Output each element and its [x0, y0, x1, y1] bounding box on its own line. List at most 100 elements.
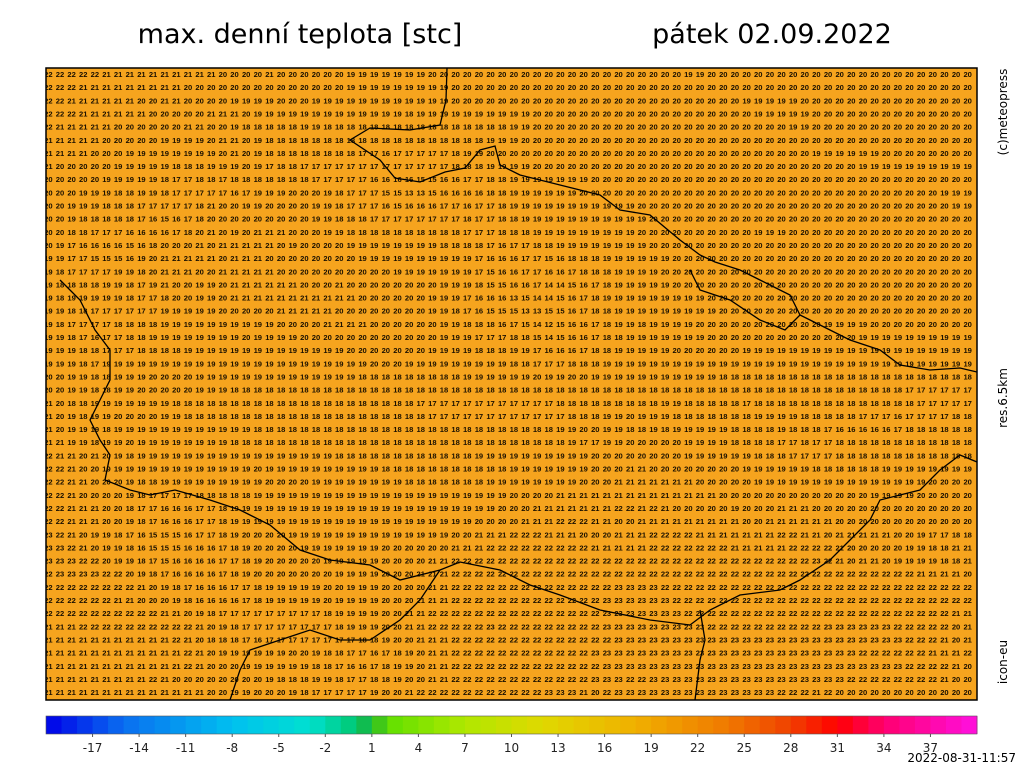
- grid-value: 16: [870, 425, 878, 434]
- grid-value: 22: [451, 662, 459, 671]
- grid-value: 22: [696, 570, 704, 579]
- grid-value: 20: [905, 83, 913, 92]
- grid-value: 19: [44, 320, 52, 329]
- grid-value: 18: [731, 372, 739, 381]
- grid-value: 20: [579, 188, 587, 197]
- grid-value: 19: [789, 96, 797, 105]
- grid-value: 19: [277, 359, 285, 368]
- grid-value: 23: [894, 635, 902, 644]
- grid-value: 20: [195, 96, 203, 105]
- grid-value: 22: [126, 622, 134, 631]
- grid-value: 18: [207, 399, 215, 408]
- grid-value: 16: [207, 543, 215, 552]
- grid-value: 19: [417, 254, 425, 263]
- grid-value: 19: [510, 465, 518, 474]
- grid-value: 17: [277, 609, 285, 618]
- map-background: [46, 68, 977, 700]
- grid-value: 17: [393, 215, 401, 224]
- grid-value: 18: [603, 399, 611, 408]
- colorbar-segment: [682, 716, 699, 734]
- grid-value: 20: [195, 109, 203, 118]
- grid-value: 19: [195, 346, 203, 355]
- grid-value: 20: [894, 175, 902, 184]
- grid-value: 19: [568, 478, 576, 487]
- colorbar-segment: [464, 716, 481, 734]
- grid-value: 23: [882, 622, 890, 631]
- grid-value: 20: [940, 491, 948, 500]
- grid-value: 18: [917, 451, 925, 460]
- grid-value: 18: [347, 425, 355, 434]
- grid-value: 18: [300, 412, 308, 421]
- grid-value: 21: [835, 557, 844, 566]
- grid-value: 20: [463, 530, 471, 539]
- grid-value: 20: [719, 228, 727, 237]
- grid-value: 20: [56, 372, 64, 381]
- grid-value: 18: [940, 425, 948, 434]
- grid-value: 17: [486, 202, 494, 211]
- grid-value: 19: [789, 478, 797, 487]
- grid-value: 20: [649, 175, 657, 184]
- grid-value: 17: [486, 333, 494, 342]
- grid-value: 17: [824, 451, 832, 460]
- grid-value: 19: [451, 333, 459, 342]
- grid-value: 20: [673, 280, 681, 289]
- grid-value: 23: [614, 583, 622, 592]
- grid-value: 19: [300, 346, 308, 355]
- grid-value: 22: [905, 583, 913, 592]
- grid-value: 20: [847, 294, 855, 303]
- grid-value: 20: [265, 202, 273, 211]
- grid-value: 19: [160, 465, 168, 474]
- grid-value: 19: [801, 465, 809, 474]
- grid-value: 20: [777, 162, 785, 171]
- grid-value: 17: [277, 622, 285, 631]
- grid-value: 20: [603, 478, 611, 487]
- grid-value: 22: [673, 583, 681, 592]
- grid-value: 21: [754, 530, 763, 539]
- grid-value: 18: [649, 399, 657, 408]
- grid-value: 17: [929, 412, 937, 421]
- grid-value: 21: [184, 267, 193, 276]
- grid-value: 18: [300, 438, 308, 447]
- grid-value: 18: [626, 425, 634, 434]
- grid-value: 19: [638, 254, 646, 263]
- grid-value: 17: [67, 254, 75, 263]
- colorbar-segment: [558, 716, 575, 734]
- grid-value: 22: [67, 583, 75, 592]
- grid-value: 18: [91, 438, 99, 447]
- grid-value: 18: [242, 438, 250, 447]
- grid-value: 22: [440, 609, 448, 618]
- grid-value: 20: [894, 136, 902, 145]
- grid-value: 21: [940, 635, 949, 644]
- grid-value: 20: [929, 320, 937, 329]
- grid-value: 19: [323, 346, 331, 355]
- grid-value: 17: [510, 412, 518, 421]
- grid-value: 22: [742, 570, 750, 579]
- grid-value: 19: [521, 123, 529, 132]
- grid-value: 19: [405, 241, 413, 250]
- grid-value: 20: [917, 307, 925, 316]
- grid-value: 21: [859, 557, 868, 566]
- grid-value: 21: [219, 136, 228, 145]
- grid-value: 22: [649, 570, 657, 579]
- grid-value: 19: [44, 359, 52, 368]
- grid-value: 20: [707, 504, 715, 513]
- grid-value: 22: [44, 70, 52, 79]
- grid-value: 22: [510, 557, 518, 566]
- grid-value: 18: [370, 438, 378, 447]
- grid-value: 19: [801, 346, 809, 355]
- grid-value: 22: [451, 688, 459, 697]
- grid-value: 19: [207, 346, 215, 355]
- grid-value: 20: [603, 109, 611, 118]
- grid-value: 19: [405, 530, 413, 539]
- grid-value: 18: [882, 451, 890, 460]
- grid-value: 19: [207, 307, 215, 316]
- grid-value: 19: [545, 451, 553, 460]
- grid-value: 18: [67, 333, 75, 342]
- grid-value: 19: [545, 465, 553, 474]
- grid-value: 21: [428, 596, 437, 605]
- grid-value: 23: [626, 609, 634, 618]
- grid-value: 13: [521, 307, 529, 316]
- grid-value: 21: [67, 465, 76, 474]
- colorbar-segment: [728, 716, 745, 734]
- grid-value: 20: [126, 123, 134, 132]
